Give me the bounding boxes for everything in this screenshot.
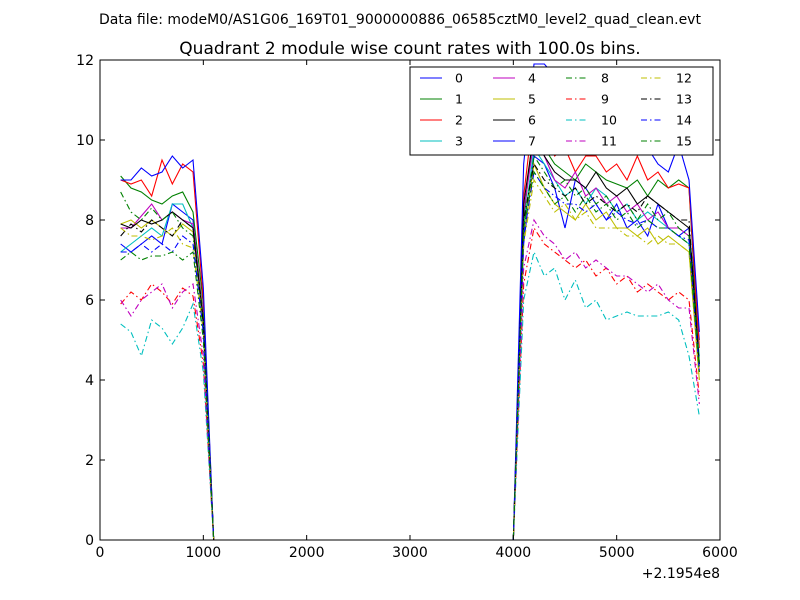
x-tick-label: 6000 <box>702 545 738 561</box>
x-tick-label: 1000 <box>186 545 222 561</box>
legend-label-9: 9 <box>601 92 609 107</box>
series-line-3 <box>120 146 700 541</box>
legend-label-13: 13 <box>676 92 692 107</box>
series-line-5 <box>120 161 700 541</box>
plot-frame <box>99 59 721 541</box>
legend-label-5: 5 <box>528 92 536 107</box>
x-tick-label: 5000 <box>599 545 635 561</box>
y-tick-label: 0 <box>85 533 94 549</box>
y-tick-label: 12 <box>76 53 94 69</box>
y-tick-label: 4 <box>85 373 94 389</box>
y-tick-label: 10 <box>76 133 94 149</box>
y-tick-label: 6 <box>85 293 94 309</box>
series-line-15 <box>120 170 700 541</box>
legend-label-6: 6 <box>528 113 536 128</box>
legend-label-1: 1 <box>455 92 463 107</box>
legend-label-7: 7 <box>528 134 536 149</box>
legend-label-4: 4 <box>528 71 536 86</box>
x-tick-label: 4000 <box>496 545 532 561</box>
x-offset-label: +2.1954e8 <box>642 566 720 582</box>
legend-label-2: 2 <box>455 113 463 128</box>
legend-label-11: 11 <box>601 134 617 149</box>
x-tick-label: 0 <box>96 545 105 561</box>
legend-label-10: 10 <box>601 113 617 128</box>
legend-label-8: 8 <box>601 71 609 86</box>
chart-title: Quadrant 2 module wise count rates with … <box>179 39 640 59</box>
series-line-1 <box>120 121 700 541</box>
series-line-14 <box>120 170 700 541</box>
legend-label-3: 3 <box>455 134 463 149</box>
chart-suptitle: Data file: modeM0/AS1G06_169T01_90000008… <box>99 12 701 28</box>
legend-label-0: 0 <box>455 71 463 86</box>
legend-label-12: 12 <box>676 71 692 86</box>
y-tick-label: 8 <box>85 213 94 229</box>
x-tick-label: 2000 <box>289 545 325 561</box>
series-line-2 <box>120 105 700 541</box>
series-line-6 <box>120 129 700 541</box>
legend-frame <box>409 66 714 156</box>
x-tick-label: 3000 <box>392 545 428 561</box>
series-line-13 <box>120 162 700 541</box>
legend-label-14: 14 <box>676 113 692 128</box>
series-line-4 <box>120 138 700 541</box>
legend-label-15: 15 <box>676 134 692 149</box>
y-tick-label: 2 <box>85 453 94 469</box>
series-line-12 <box>120 178 700 541</box>
